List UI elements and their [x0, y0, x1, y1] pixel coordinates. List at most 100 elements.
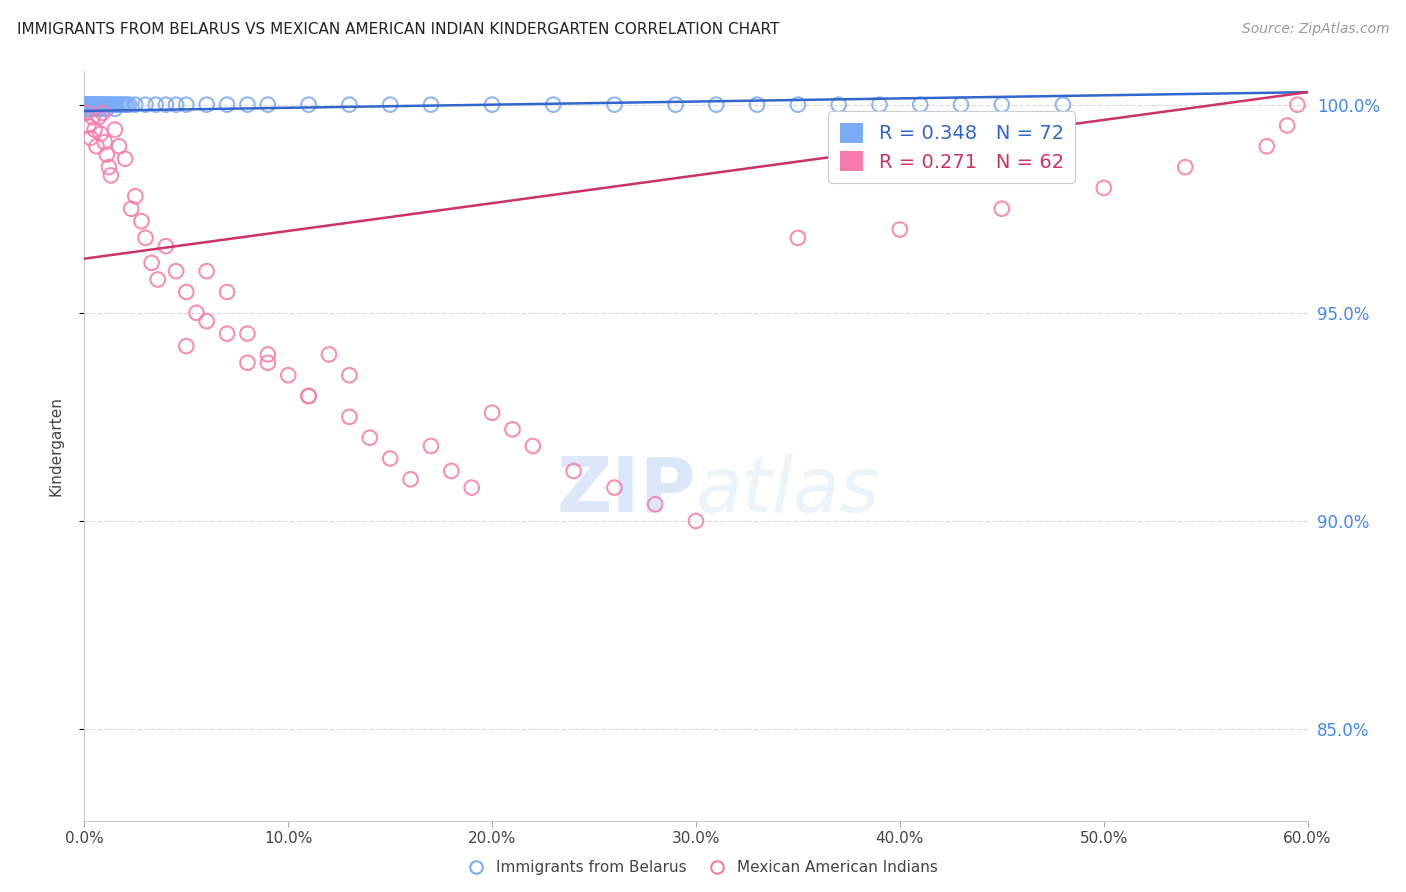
Point [747, 97, 769, 112]
Point [339, 409, 361, 424]
Point [257, 347, 280, 361]
Point [93, 97, 115, 112]
Point [75, 97, 97, 112]
Point [83, 97, 105, 112]
Point [195, 264, 218, 278]
Point [236, 356, 259, 370]
Point [298, 97, 321, 112]
Point [1256, 139, 1278, 153]
Point [87, 110, 110, 124]
Point [339, 97, 361, 112]
Point [79, 97, 101, 112]
Point [86, 97, 108, 112]
Point [120, 202, 142, 216]
Point [236, 326, 259, 341]
Point [359, 431, 381, 445]
Point [93, 97, 115, 112]
Point [165, 97, 187, 112]
Point [1277, 119, 1299, 133]
Point [461, 481, 484, 495]
Point [83, 97, 105, 112]
Point [77, 119, 100, 133]
Point [86, 97, 108, 112]
Point [108, 97, 131, 112]
Point [97, 160, 120, 174]
Point [83, 122, 105, 136]
Point [135, 97, 157, 112]
Point [97, 97, 120, 112]
Point [86, 139, 108, 153]
Text: atlas: atlas [696, 454, 880, 528]
Point [298, 389, 321, 403]
Point [420, 97, 443, 112]
Point [318, 347, 340, 361]
Point [257, 97, 280, 112]
Point [277, 368, 299, 383]
Point [104, 102, 127, 116]
Point [91, 97, 114, 112]
Point [124, 97, 146, 112]
Point [257, 356, 280, 370]
Point [79, 131, 101, 145]
Point [104, 97, 127, 112]
Point [1052, 97, 1074, 112]
Point [889, 222, 911, 236]
Point [155, 97, 177, 112]
Legend: R = 0.348   N = 72, R = 0.271   N = 62: R = 0.348 N = 72, R = 0.271 N = 62 [828, 111, 1076, 183]
Point [1286, 97, 1309, 112]
Point [217, 97, 239, 112]
Point [440, 464, 463, 478]
Point [155, 239, 177, 253]
Point [100, 169, 122, 183]
Point [91, 106, 114, 120]
Point [186, 306, 208, 320]
Text: Source: ZipAtlas.com: Source: ZipAtlas.com [1241, 22, 1389, 37]
Point [1092, 181, 1115, 195]
Point [380, 97, 402, 112]
Point [90, 97, 112, 112]
Point [79, 97, 101, 112]
Point [96, 97, 118, 112]
Point [82, 97, 104, 112]
Point [339, 368, 361, 383]
Point [174, 339, 197, 353]
Point [869, 97, 891, 112]
Point [236, 97, 259, 112]
Point [131, 214, 153, 228]
Point [502, 422, 524, 436]
Point [603, 481, 626, 495]
Point [87, 97, 110, 112]
Point [217, 285, 239, 299]
Point [114, 97, 136, 112]
Point [87, 97, 110, 112]
Point [82, 110, 104, 124]
Point [481, 406, 503, 420]
Point [112, 97, 135, 112]
Point [828, 97, 851, 112]
Point [665, 97, 688, 112]
Point [1174, 160, 1197, 174]
Point [96, 147, 118, 161]
Y-axis label: Kindergarten: Kindergarten [49, 396, 63, 496]
Point [991, 97, 1014, 112]
Point [420, 439, 443, 453]
Point [110, 97, 132, 112]
Point [77, 97, 100, 112]
Point [481, 97, 503, 112]
Point [108, 139, 131, 153]
Point [124, 189, 146, 203]
Point [77, 102, 100, 116]
Point [105, 97, 128, 112]
Legend: Immigrants from Belarus, Mexican American Indians: Immigrants from Belarus, Mexican America… [464, 855, 942, 880]
Point [787, 231, 810, 245]
Point [91, 102, 114, 116]
Point [399, 472, 422, 486]
Point [77, 97, 100, 112]
Point [101, 97, 124, 112]
Point [79, 102, 101, 116]
Point [75, 97, 97, 112]
Point [90, 97, 112, 112]
Point [75, 106, 97, 120]
Point [93, 135, 115, 149]
Point [114, 152, 136, 166]
